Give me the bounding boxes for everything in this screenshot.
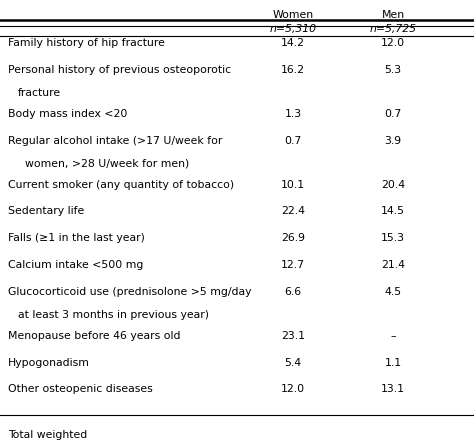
Text: Men: Men	[382, 10, 405, 20]
Text: Body mass index <20: Body mass index <20	[8, 109, 128, 119]
Text: 14.5: 14.5	[381, 207, 405, 216]
Text: 21.4: 21.4	[381, 260, 405, 270]
Text: 14.2: 14.2	[281, 38, 305, 48]
Text: 16.2: 16.2	[281, 65, 305, 75]
Text: Menopause before 46 years old: Menopause before 46 years old	[8, 331, 181, 341]
Text: 5.3: 5.3	[384, 65, 401, 75]
Text: 12.0: 12.0	[381, 38, 405, 48]
Text: at least 3 months in previous year): at least 3 months in previous year)	[18, 310, 209, 320]
Text: 13.1: 13.1	[381, 384, 405, 394]
Text: Falls (≥1 in the last year): Falls (≥1 in the last year)	[8, 233, 145, 243]
Text: 26.9: 26.9	[281, 233, 305, 243]
Text: 6.6: 6.6	[284, 287, 301, 297]
Text: n=5,310: n=5,310	[270, 24, 317, 34]
Text: Family history of hip fracture: Family history of hip fracture	[8, 38, 165, 48]
Text: 12.0: 12.0	[281, 384, 305, 394]
Text: n=5,725: n=5,725	[370, 24, 417, 34]
Text: 23.1: 23.1	[281, 331, 305, 341]
Text: 1.3: 1.3	[284, 109, 301, 119]
Text: 1.1: 1.1	[384, 358, 401, 368]
Text: 12.7: 12.7	[281, 260, 305, 270]
Text: Other osteopenic diseases: Other osteopenic diseases	[8, 384, 153, 394]
Text: Current smoker (any quantity of tobacco): Current smoker (any quantity of tobacco)	[8, 180, 234, 190]
Text: 3.9: 3.9	[384, 136, 401, 146]
Text: –: –	[390, 331, 396, 341]
Text: 20.4: 20.4	[381, 180, 405, 190]
Text: 10.1: 10.1	[281, 180, 305, 190]
Text: Total weighted: Total weighted	[8, 430, 87, 440]
Text: Hypogonadism: Hypogonadism	[8, 358, 90, 368]
Text: Glucocorticoid use (prednisolone >5 mg/day: Glucocorticoid use (prednisolone >5 mg/d…	[8, 287, 252, 297]
Text: Sedentary life: Sedentary life	[8, 207, 84, 216]
Text: 4.5: 4.5	[384, 287, 401, 297]
Text: 0.7: 0.7	[284, 136, 301, 146]
Text: Women: Women	[273, 10, 314, 20]
Text: Calcium intake <500 mg: Calcium intake <500 mg	[8, 260, 143, 270]
Text: women, >28 U/week for men): women, >28 U/week for men)	[18, 159, 189, 168]
Text: Regular alcohol intake (>17 U/week for: Regular alcohol intake (>17 U/week for	[8, 136, 222, 146]
Text: 5.4: 5.4	[284, 358, 301, 368]
Text: 22.4: 22.4	[281, 207, 305, 216]
Text: 0.7: 0.7	[384, 109, 401, 119]
Text: fracture: fracture	[18, 88, 61, 98]
Text: Personal history of previous osteoporotic: Personal history of previous osteoporoti…	[8, 65, 231, 75]
Text: 15.3: 15.3	[381, 233, 405, 243]
